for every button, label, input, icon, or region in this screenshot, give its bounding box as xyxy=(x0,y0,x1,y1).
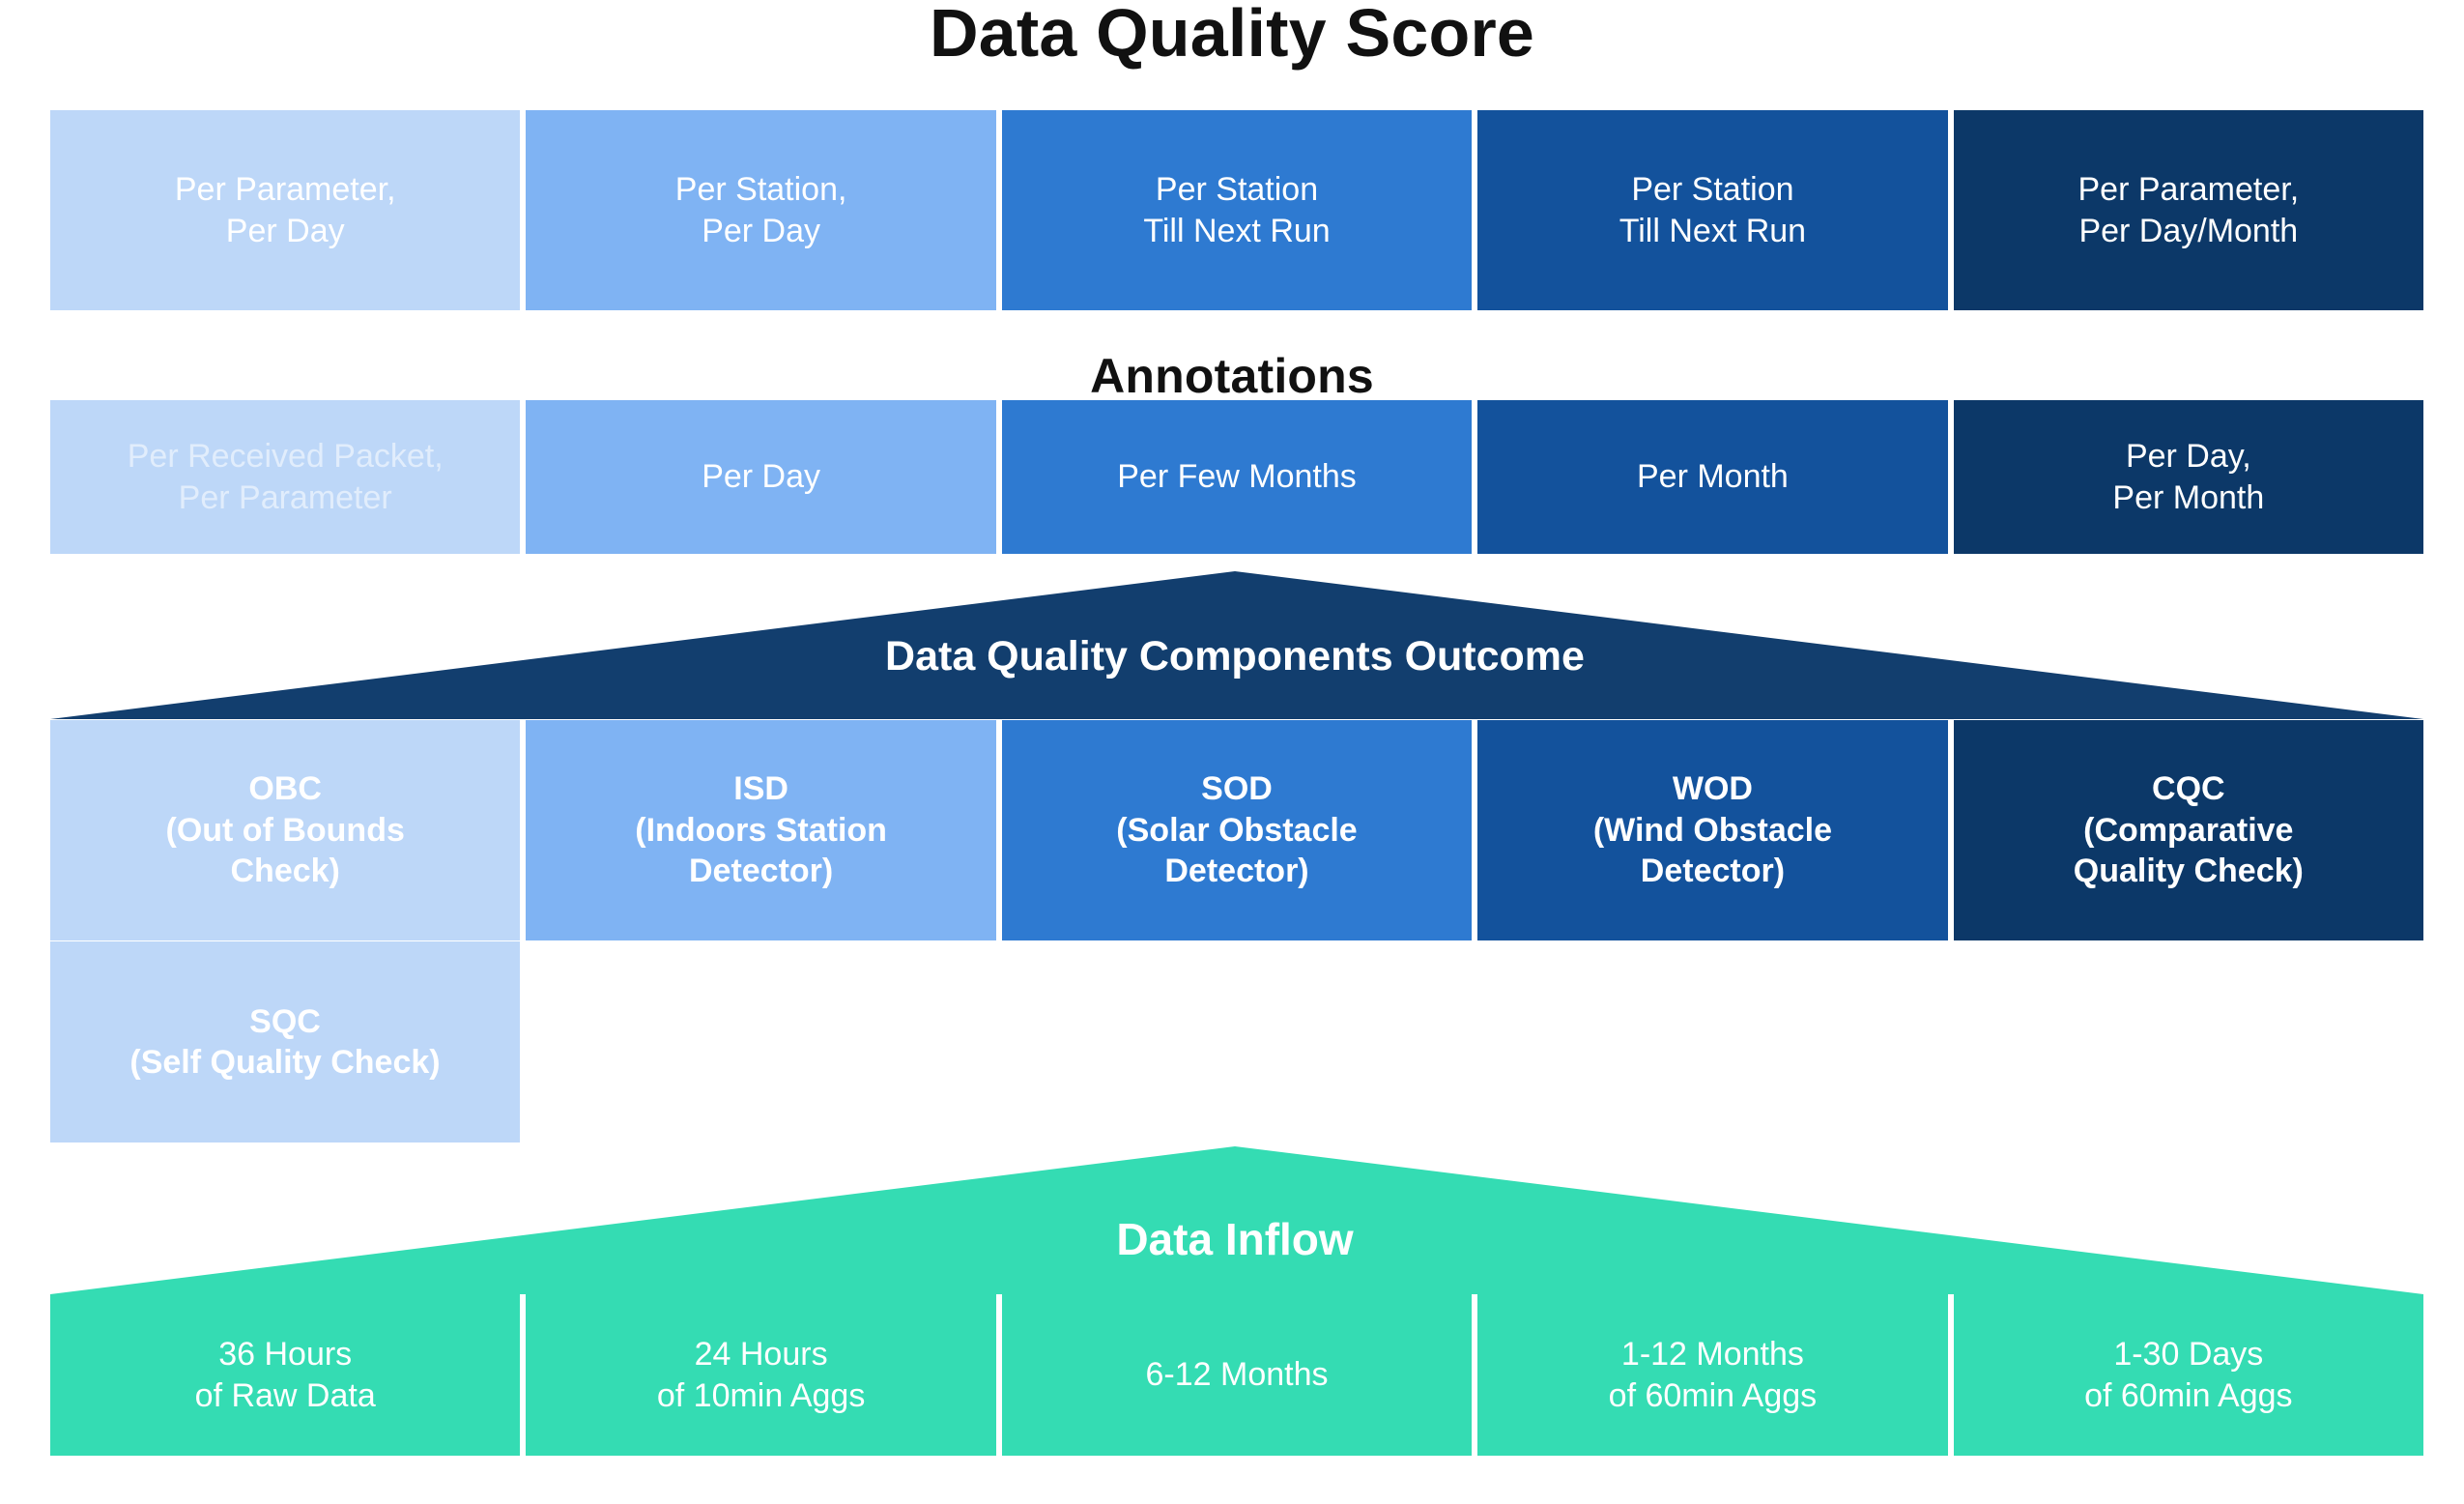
svg-text:Data Inflow: Data Inflow xyxy=(1116,1214,1354,1264)
